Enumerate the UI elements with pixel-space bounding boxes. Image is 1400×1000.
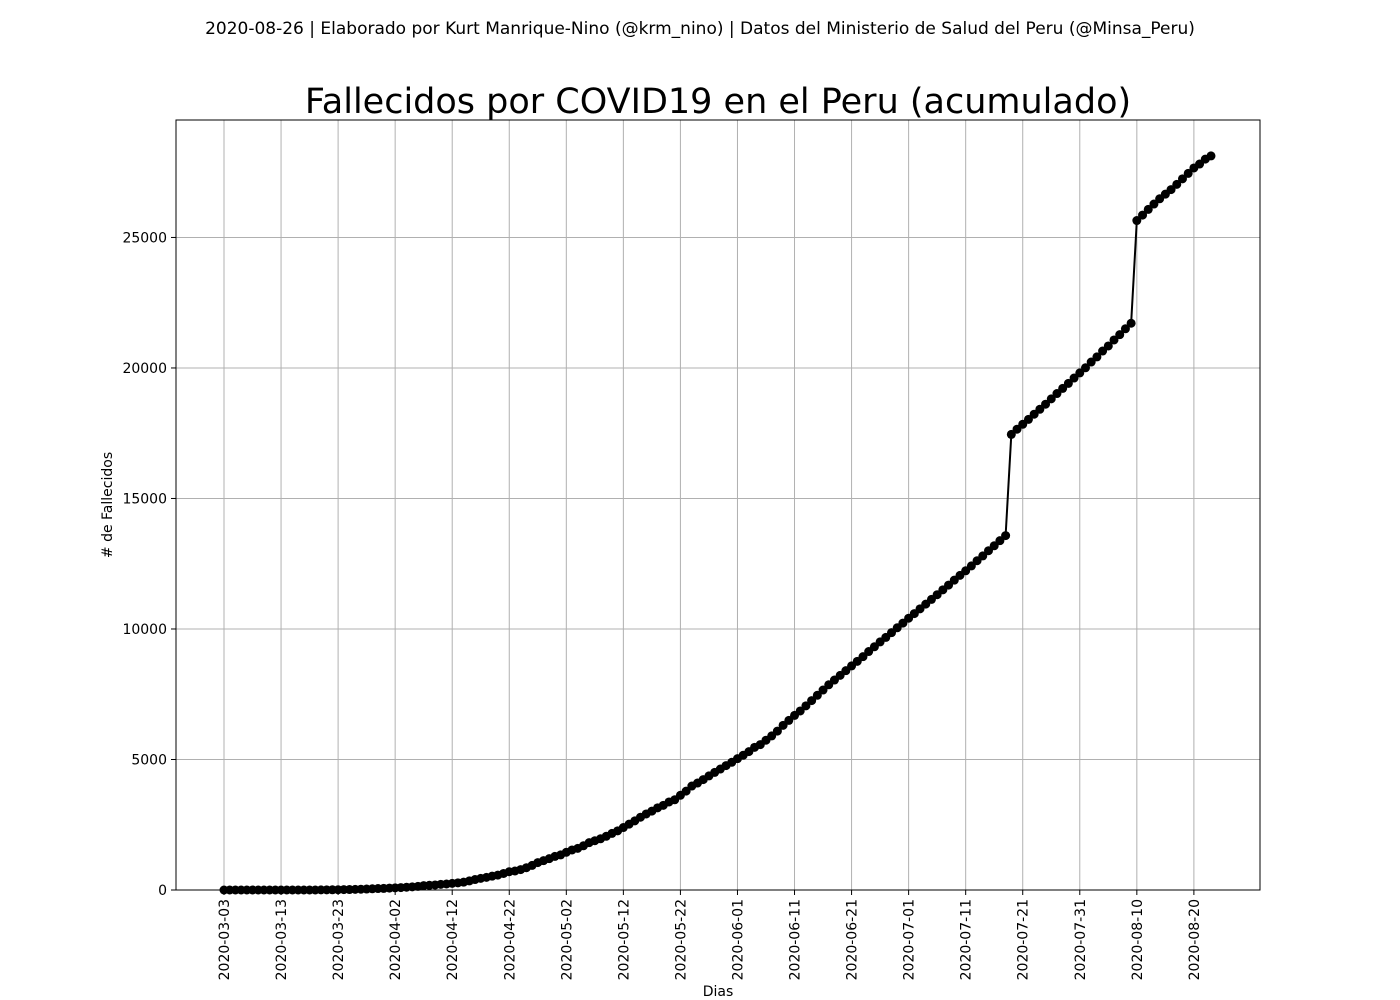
data-point-marker xyxy=(1115,330,1125,340)
x-axis-ticks: 2020-03-03 2020-03-13 2020-03-23 2020-04-02… xyxy=(217,890,1203,980)
chart-suptitle: 2020-08-26 | Elaborado por Kurt Manrique… xyxy=(205,19,1195,39)
x-tick-label: 2020-05-12 xyxy=(616,899,632,980)
data-point-marker xyxy=(1069,373,1079,383)
y-tick-label: 15000 xyxy=(122,491,167,507)
data-point-marker xyxy=(966,561,976,571)
data-point-marker xyxy=(1046,394,1056,404)
data-point-marker xyxy=(1138,210,1148,220)
x-tick-label: 2020-08-20 xyxy=(1187,899,1203,980)
data-point-marker xyxy=(1120,324,1130,334)
x-tick-label: 2020-08-10 xyxy=(1130,899,1146,980)
data-point-marker xyxy=(1183,168,1193,178)
y-tick-label: 25000 xyxy=(122,230,167,246)
series-line-group xyxy=(224,155,1212,891)
data-point-marker xyxy=(812,690,822,700)
data-point-marker xyxy=(1006,429,1016,439)
data-point-marker xyxy=(1023,414,1033,424)
x-tick-label: 2020-06-01 xyxy=(730,899,746,980)
x-axis-label: Dias xyxy=(703,984,734,1000)
data-point-marker xyxy=(1063,378,1073,388)
y-tick-label: 20000 xyxy=(122,361,167,377)
y-tick-label: 10000 xyxy=(122,622,167,638)
data-point-marker xyxy=(807,696,817,706)
x-tick-label: 2020-03-23 xyxy=(331,899,347,980)
data-point-marker xyxy=(1126,318,1136,328)
data-point-marker xyxy=(1172,179,1182,189)
data-point-marker xyxy=(1166,185,1176,195)
data-point-marker xyxy=(772,726,782,736)
data-point-marker xyxy=(1041,399,1051,409)
y-tick-label: 5000 xyxy=(131,752,167,768)
x-tick-label: 2020-06-21 xyxy=(845,899,861,980)
series-markers-group xyxy=(219,151,1216,895)
data-point-marker xyxy=(801,701,811,711)
data-point-marker xyxy=(1001,531,1011,541)
data-point-marker xyxy=(989,541,999,551)
x-tick-label: 2020-05-02 xyxy=(559,899,575,980)
x-tick-label: 2020-04-22 xyxy=(502,899,518,980)
x-tick-label: 2020-07-21 xyxy=(1016,899,1032,980)
x-tick-label: 2020-04-12 xyxy=(445,899,461,980)
data-point-marker xyxy=(818,685,828,695)
y-axis-label: # de Fallecidos xyxy=(100,452,116,558)
data-point-marker xyxy=(1092,352,1102,362)
data-point-marker xyxy=(978,551,988,561)
x-tick-label: 2020-06-11 xyxy=(788,899,804,980)
data-point-marker xyxy=(1206,151,1216,161)
series-line xyxy=(224,155,1212,891)
data-point-marker xyxy=(1109,335,1119,345)
data-point-marker xyxy=(1177,174,1187,184)
y-tick-label: 0 xyxy=(158,883,167,899)
grid-lines xyxy=(176,120,1260,891)
plot-area-frame xyxy=(175,119,1261,891)
data-point-marker xyxy=(1132,216,1142,226)
x-tick-label: 2020-03-13 xyxy=(274,899,290,980)
x-tick-label: 2020-07-01 xyxy=(902,899,918,980)
data-point-marker xyxy=(1103,341,1113,351)
x-tick-label: 2020-05-22 xyxy=(673,899,689,980)
x-tick-label: 2020-07-11 xyxy=(959,899,975,980)
data-point-marker xyxy=(1149,199,1159,209)
x-tick-label: 2020-03-03 xyxy=(217,899,233,980)
chart-title: Fallecidos por COVID19 en el Peru (acumu… xyxy=(305,82,1131,122)
x-tick-label: 2020-07-31 xyxy=(1073,899,1089,980)
x-tick-label: 2020-04-02 xyxy=(388,899,404,980)
data-point-marker xyxy=(1143,204,1153,214)
data-point-marker xyxy=(1080,363,1090,373)
y-axis-ticks: 0 5000 10000 15000 20000 25000 xyxy=(122,230,176,899)
